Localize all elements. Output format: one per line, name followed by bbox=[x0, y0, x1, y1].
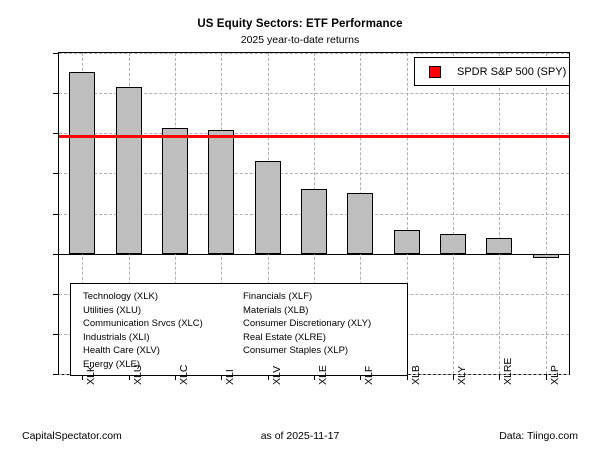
y-tick-mark bbox=[53, 293, 59, 295]
y-tick-mark bbox=[53, 133, 59, 135]
x-tick-label-xlp: XLP bbox=[548, 365, 561, 385]
y-tick-mark bbox=[53, 173, 59, 175]
x-tick-mark bbox=[267, 374, 269, 380]
plot-inner: 25%20%15%10%5%0%-5%-10%-15% bbox=[53, 53, 569, 380]
chart-title: US Equity Sectors: ETF Performance bbox=[197, 18, 403, 30]
sector-key-item: Utilities (XLU) bbox=[83, 304, 142, 316]
bar-xlp[interactable] bbox=[532, 253, 559, 258]
y-tick-mark bbox=[53, 374, 59, 375]
x-tick-label-xlu: XLU bbox=[131, 364, 144, 385]
legend-entry-label: SPDR S&P 500 (SPY) bbox=[457, 65, 567, 78]
sector-key-item: Financials (XLF) bbox=[243, 291, 313, 302]
sector-key-item: Energy (XLE) bbox=[83, 358, 141, 370]
x-tick-label-xly: XLY bbox=[456, 365, 469, 385]
sector-key-item: Real Estate (XLRE) bbox=[243, 331, 326, 343]
y-tick-mark bbox=[53, 53, 59, 54]
x-tick-mark bbox=[128, 374, 130, 380]
bar-xlc[interactable] bbox=[161, 127, 188, 254]
x-gridline bbox=[406, 53, 408, 374]
x-tick-mark bbox=[453, 374, 455, 380]
sector-key-box: Technology (XLK) Utilities (XLU) Communica… bbox=[70, 283, 408, 376]
footer-data-provider: Data: Tiingo.com bbox=[499, 430, 578, 442]
sector-key-item: Industrials (XLI) bbox=[83, 331, 150, 343]
bar-xlf[interactable] bbox=[347, 193, 374, 254]
x-tick-label-xlf: XLF bbox=[363, 365, 376, 385]
legend-box: SPDR S&P 500 (SPY) bbox=[414, 57, 570, 86]
footer-source-site: CapitalSpectator.com bbox=[22, 430, 122, 442]
bar-xly[interactable] bbox=[440, 234, 467, 254]
sector-key-item: Health Care (XLV) bbox=[83, 345, 160, 357]
x-tick-label-xlv: XLV bbox=[270, 365, 283, 385]
bar-xli[interactable] bbox=[208, 130, 235, 254]
plot-area: 25%20%15%10%5%0%-5%-10%-15% bbox=[53, 52, 570, 380]
x-gridline bbox=[545, 53, 547, 374]
x-tick-label-xli: XLI bbox=[224, 369, 237, 385]
x-tick-label-xlk: XLK bbox=[85, 365, 98, 385]
spy-reference-line bbox=[59, 135, 569, 139]
bar-xlre[interactable] bbox=[486, 237, 513, 254]
sector-key-item: Consumer Discretionary (XLY) bbox=[243, 318, 372, 330]
y-tick-mark bbox=[53, 253, 59, 255]
legend-swatch-icon bbox=[429, 65, 441, 78]
bar-xlb[interactable] bbox=[393, 230, 420, 254]
x-tick-mark bbox=[545, 374, 547, 380]
bar-xle[interactable] bbox=[301, 189, 327, 254]
chart-subtitle: 2025 year-to-date returns bbox=[240, 34, 360, 46]
sector-key-column-right: Financials (XLF) Materials (XLB) Consumer … bbox=[243, 290, 403, 372]
y-tick-mark bbox=[53, 93, 59, 95]
x-tick-label-xle: XLE bbox=[317, 365, 329, 385]
x-gridline bbox=[499, 53, 501, 374]
sector-key-column-left: Technology (XLK) Utilities (XLU) Communica… bbox=[83, 290, 243, 372]
x-tick-mark bbox=[314, 374, 315, 380]
bar-xlv[interactable] bbox=[254, 160, 281, 254]
footer: CapitalSpectator.com as of 2025-11-17 Da… bbox=[0, 430, 600, 446]
x-tick-mark bbox=[360, 374, 362, 380]
y-tick-mark bbox=[53, 333, 59, 335]
x-tick-label-xlc: XLC bbox=[177, 364, 190, 385]
sector-key-item: Consumer Staples (XLP) bbox=[243, 345, 349, 357]
bar-xlu[interactable] bbox=[115, 86, 142, 254]
footer-as-of-date: as of 2025-11-17 bbox=[260, 430, 340, 442]
x-tick-mark bbox=[406, 374, 408, 380]
x-gridline bbox=[453, 53, 455, 374]
x-tick-mark bbox=[82, 374, 84, 380]
sector-key-item: Technology (XLK) bbox=[83, 291, 158, 302]
sector-key-item: Materials (XLB) bbox=[243, 304, 309, 316]
sector-key-item: Communication Srvcs (XLC) bbox=[83, 318, 203, 330]
y-tick-mark bbox=[53, 213, 59, 215]
x-tick-label-xlre: XLRE bbox=[502, 357, 515, 385]
bar-xlk[interactable] bbox=[69, 72, 96, 254]
x-tick-mark bbox=[221, 374, 223, 380]
x-tick-mark bbox=[174, 374, 176, 380]
x-tick-mark bbox=[499, 374, 501, 380]
x-tick-label-xlb: XLB bbox=[409, 365, 422, 385]
